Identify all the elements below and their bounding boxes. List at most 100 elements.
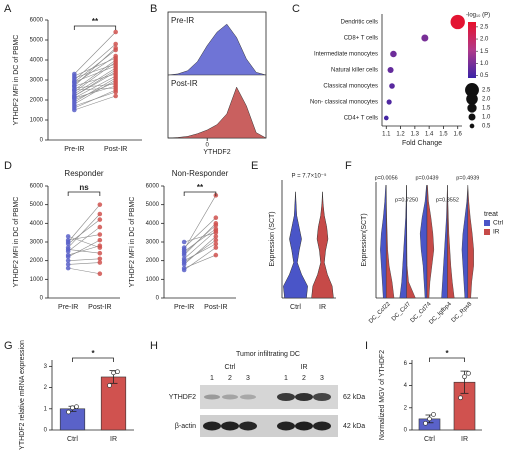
p-value-label: p=0.7250 bbox=[395, 197, 418, 203]
size-legend-mark bbox=[467, 103, 477, 113]
split-violin-half bbox=[467, 185, 474, 299]
data-point bbox=[113, 41, 118, 47]
colorbar-tick-label: 1.0 bbox=[480, 61, 489, 67]
y-tick-label: Natural killer cells bbox=[331, 68, 378, 74]
data-point bbox=[113, 93, 118, 99]
panel-label: G bbox=[4, 340, 13, 352]
y-tick-label: Non- classical monocytes bbox=[310, 100, 378, 106]
band bbox=[239, 421, 257, 431]
colorbar-tick-label: 0.5 bbox=[480, 73, 489, 79]
size-legend-label: 2.5 bbox=[482, 88, 491, 94]
x-tick-label: 1.6 bbox=[454, 132, 463, 138]
significance-label: ** bbox=[92, 17, 99, 26]
y-tick-label: 6000 bbox=[30, 18, 44, 24]
band-label: YTHDF2 bbox=[169, 394, 196, 401]
p-value-label: P = 7.7×10⁻⁵ bbox=[292, 173, 327, 180]
pair-line bbox=[68, 234, 100, 241]
y-tick-label: 0 bbox=[40, 138, 44, 144]
pair-line bbox=[68, 262, 100, 265]
y-tick-label: 0 bbox=[156, 296, 160, 302]
y-tick-label: 2000 bbox=[30, 258, 44, 264]
pair-line bbox=[74, 47, 116, 87]
pair-line bbox=[74, 79, 116, 105]
x-tick-label: Pre-IR bbox=[64, 146, 84, 153]
band bbox=[221, 421, 239, 431]
legend-swatch bbox=[484, 229, 490, 235]
bubble bbox=[421, 34, 429, 42]
pair-line bbox=[68, 249, 100, 254]
pair-line bbox=[74, 75, 116, 99]
split-violin-half bbox=[380, 185, 387, 299]
legend-swatch bbox=[484, 220, 490, 226]
x-tick-label: DC_Igfbp4 bbox=[428, 301, 453, 326]
pair-line bbox=[74, 49, 116, 83]
significance-label: * bbox=[445, 349, 449, 358]
x-tick-label: Ctrl bbox=[67, 436, 78, 443]
panel-label: I bbox=[365, 340, 368, 352]
chart-title: Responder bbox=[64, 169, 103, 178]
data-point bbox=[72, 73, 77, 79]
y-axis-label: Expression(SCT) bbox=[361, 213, 368, 266]
band bbox=[313, 393, 331, 401]
y-tick-label: 2 bbox=[404, 405, 408, 411]
band bbox=[240, 394, 256, 400]
data-point bbox=[97, 271, 103, 277]
y-axis-label: YTHDF2 MFI in DC of PBMC bbox=[13, 197, 20, 288]
data-point bbox=[66, 409, 71, 415]
split-violin-half bbox=[461, 185, 468, 299]
significance-bracket: ns bbox=[67, 183, 101, 196]
bracket-line bbox=[73, 25, 117, 30]
pair-line bbox=[67, 204, 101, 243]
pair-line bbox=[74, 63, 116, 79]
x-axis-label: Fold Change bbox=[402, 140, 442, 147]
p-value-label: p=0.0439 bbox=[415, 175, 438, 181]
y-tick-label: 4000 bbox=[146, 221, 160, 227]
pair-line bbox=[74, 81, 116, 101]
data-point bbox=[213, 234, 219, 239]
y-axis-label: YTHDF2 MFI in DC of PBMC bbox=[13, 35, 20, 126]
data-point bbox=[213, 241, 219, 247]
pair-line bbox=[183, 247, 217, 271]
x-tick-label: IR bbox=[110, 436, 117, 443]
p-value-label: p=0.8552 bbox=[436, 197, 459, 203]
y-tick-label: 4 bbox=[404, 383, 408, 389]
significance-label: ns bbox=[79, 183, 89, 192]
pair-line bbox=[74, 83, 116, 89]
data-point bbox=[423, 420, 428, 426]
y-tick-label: 3000 bbox=[30, 78, 44, 84]
data-point bbox=[113, 73, 118, 79]
data-point bbox=[113, 77, 118, 83]
x-tick-label: IR bbox=[319, 304, 326, 311]
data-point bbox=[65, 239, 71, 245]
pair-line bbox=[74, 31, 116, 75]
panel-label: D bbox=[4, 160, 12, 172]
size-legend-mark bbox=[468, 113, 476, 121]
data-point bbox=[97, 250, 103, 256]
y-axis-label: YTHDF2 MFI in DC of PBMC bbox=[129, 197, 136, 288]
lane-label: 3 bbox=[320, 375, 324, 382]
split-violin-half bbox=[441, 185, 448, 299]
pair-line bbox=[74, 87, 116, 91]
data-point bbox=[213, 245, 219, 250]
panel-label: F bbox=[345, 160, 352, 172]
data-point bbox=[113, 45, 118, 51]
legend-label: Ctrl bbox=[493, 220, 504, 227]
data-point bbox=[72, 83, 77, 89]
data-point bbox=[181, 239, 187, 245]
data-point bbox=[181, 265, 187, 271]
y-tick-label: CD8+ T cells bbox=[344, 36, 378, 42]
band bbox=[313, 421, 331, 431]
legend-label: IR bbox=[493, 229, 500, 236]
split-violin-half bbox=[426, 185, 435, 299]
y-tick-label: 3000 bbox=[30, 240, 44, 246]
western-blot: H Tumor infiltrating DC Ctrl IR 1 2 3 1 … bbox=[150, 340, 365, 437]
data-point bbox=[113, 81, 118, 87]
band bbox=[277, 393, 295, 401]
significance-label: ** bbox=[197, 183, 204, 192]
data-point bbox=[65, 254, 71, 260]
band bbox=[203, 421, 221, 431]
violin bbox=[311, 191, 334, 299]
y-tick-label: 5000 bbox=[30, 202, 44, 208]
y-tick-label: 6000 bbox=[30, 184, 44, 190]
